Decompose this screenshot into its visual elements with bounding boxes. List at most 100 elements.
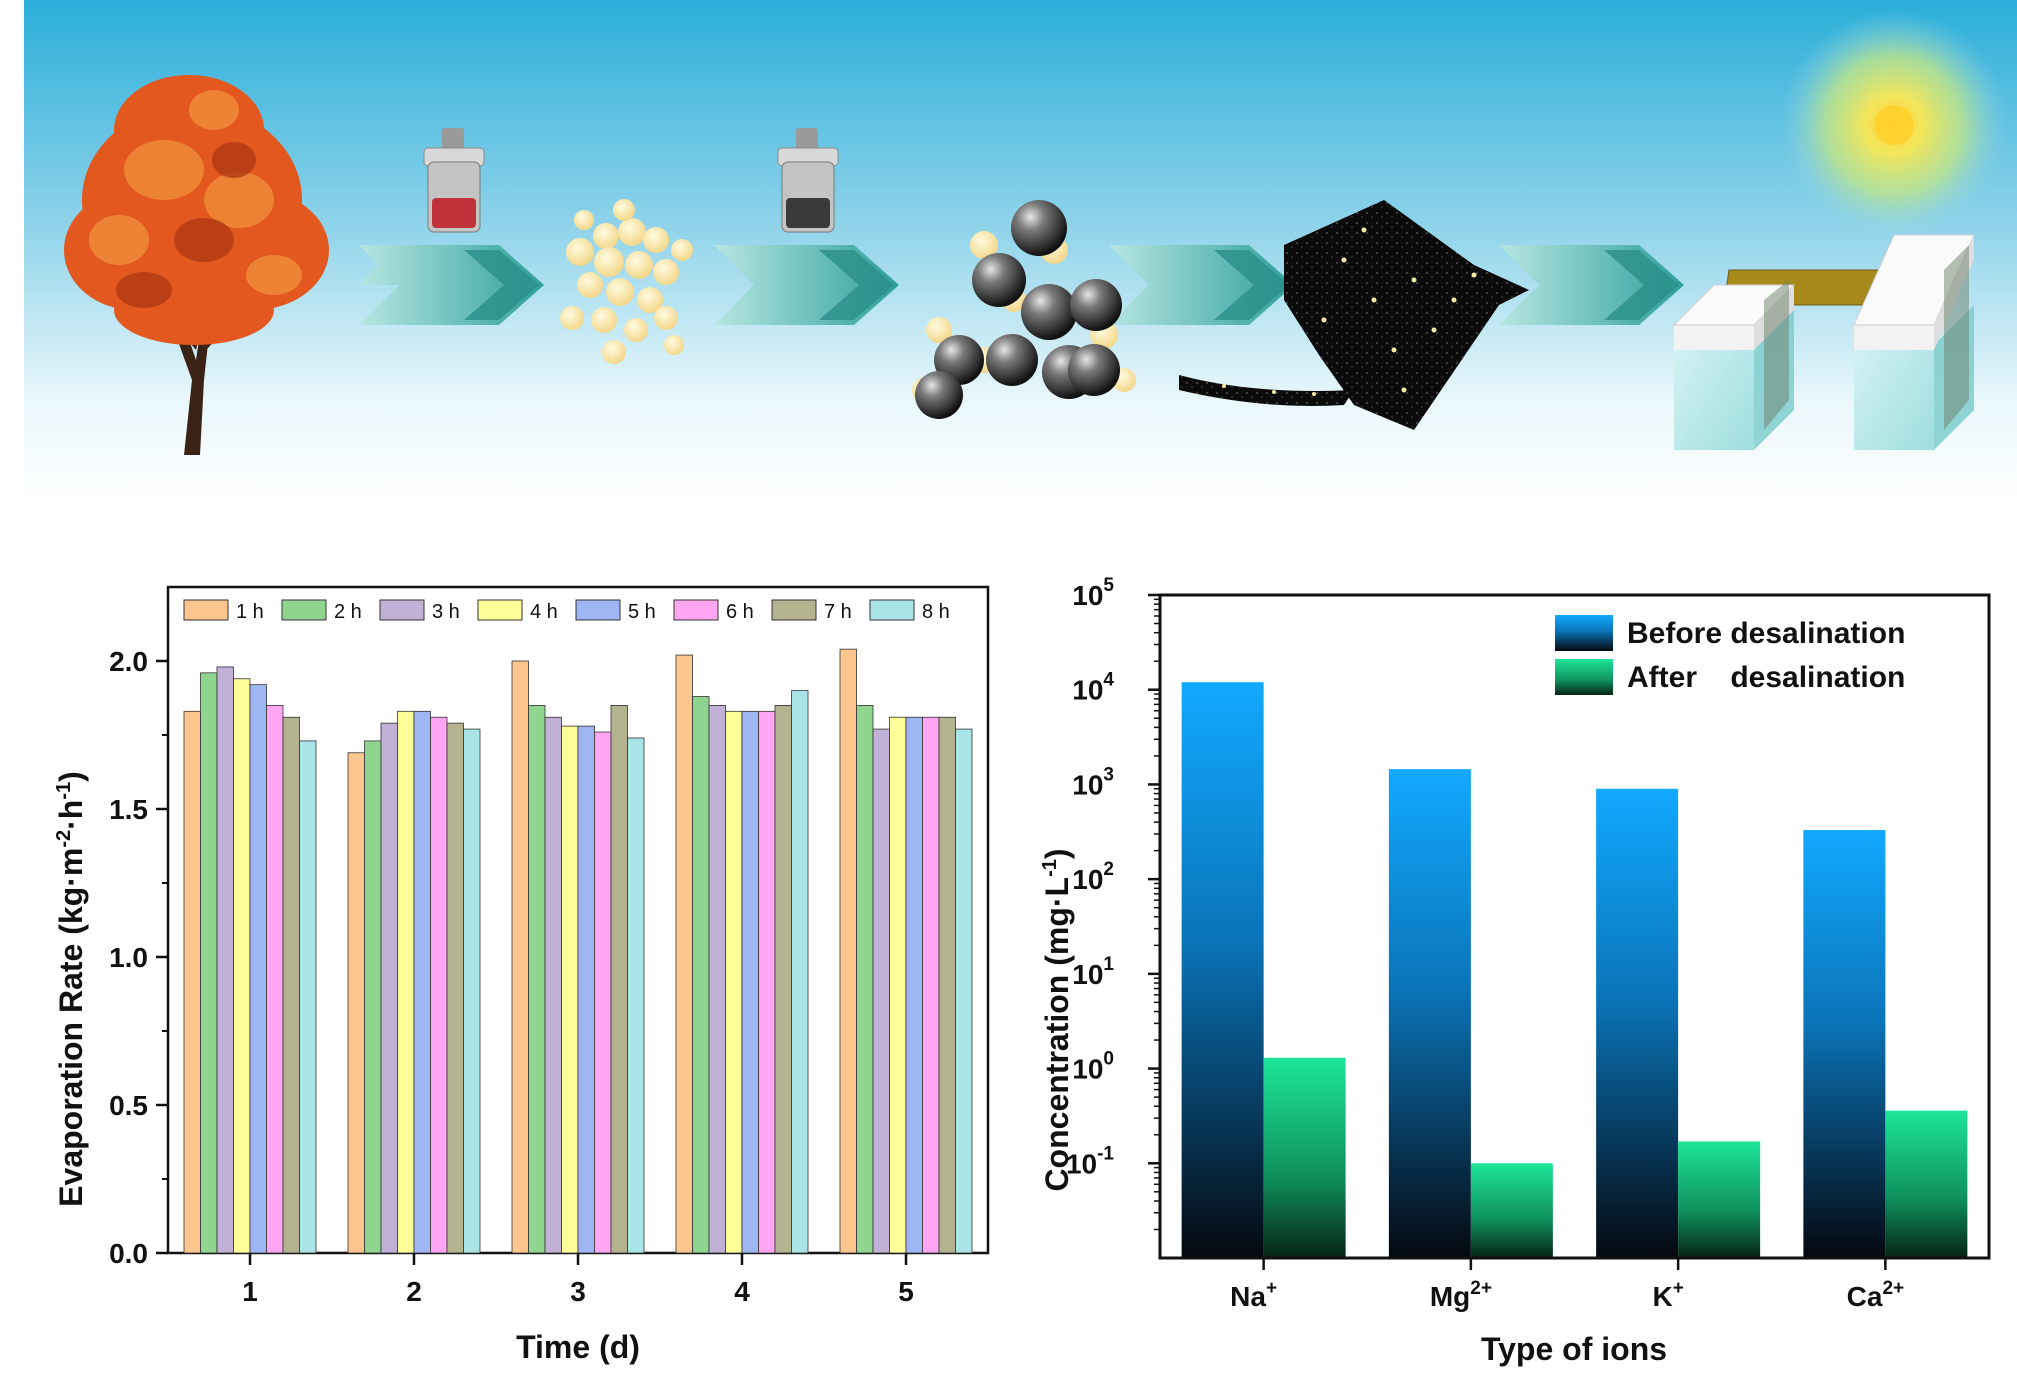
bar (725, 710, 743, 1254)
bar (675, 654, 693, 1254)
legend-swatch (1555, 615, 1613, 651)
bar (216, 666, 234, 1254)
bar (610, 704, 628, 1254)
bar (266, 704, 284, 1254)
y-tick-label: 0.5 (109, 1090, 148, 1121)
bar (233, 678, 251, 1254)
y-tick-label: 0.0 (109, 1238, 148, 1269)
legend-label: After desalination (1627, 661, 1905, 694)
bar (774, 704, 792, 1254)
y-tick-label: 105 (1072, 575, 1114, 611)
x-tick-label: Ca2+ (1847, 1278, 1904, 1312)
x-tick-label: Mg2+ (1430, 1278, 1492, 1312)
bar (511, 660, 529, 1254)
legend-label: 7 h (824, 601, 852, 623)
bar (430, 716, 448, 1254)
bar (299, 740, 317, 1254)
ion-concentration-chart: Before desalination After desalination 10… (1039, 575, 1991, 1367)
bar (347, 752, 365, 1254)
legend: 1 h 2 h 3 h 4 h 5 h 6 h 7 h 8 h (183, 599, 950, 623)
y-tick-label: 100 (1072, 1049, 1114, 1085)
y-tick-label: 102 (1072, 859, 1114, 895)
legend-swatch (869, 599, 915, 621)
x-axis-label: Time (d) (516, 1329, 640, 1365)
bar (1263, 1057, 1346, 1258)
bar (249, 684, 267, 1254)
legend-label: Before desalination (1627, 617, 1905, 650)
bar (1803, 830, 1886, 1258)
legend-label: 1 h (236, 601, 264, 623)
y-axis-ticks: 0.0 0.5 1.0 1.5 2.0 (109, 646, 168, 1269)
bar (791, 690, 809, 1254)
bar (889, 716, 907, 1254)
arrow-icon (714, 245, 899, 325)
bar (872, 728, 890, 1254)
y-tick-label: 103 (1072, 764, 1114, 800)
x-axis-ticks: 1 2 3 4 5 (242, 1253, 914, 1307)
bar (741, 710, 759, 1254)
bar (758, 710, 776, 1254)
bar (905, 716, 923, 1254)
legend-label: 2 h (334, 601, 362, 623)
legend-label: 4 h (530, 601, 558, 623)
weight-grey-icon (777, 128, 839, 233)
y-axis-label: Concentration (mg·L-1) (1039, 848, 1075, 1191)
bar (446, 722, 464, 1254)
legend-swatch (379, 599, 425, 621)
y-axis-label: Evaporation Rate (kg·m-2·h-1) (53, 771, 89, 1207)
y-tick-label: 101 (1072, 954, 1114, 990)
legend-label: 6 h (726, 601, 754, 623)
bar (544, 716, 562, 1254)
bar (1181, 682, 1264, 1258)
x-tick-label: 4 (734, 1276, 750, 1307)
bar (856, 704, 874, 1254)
process-schematic (24, 0, 2017, 500)
legend-swatch (673, 599, 719, 621)
legend-swatch (281, 599, 327, 621)
tree-icon (64, 75, 329, 455)
y-axis-ticks: 105 104 103 102 101 100 10-1 (1066, 575, 1160, 1231)
bar (839, 648, 857, 1254)
carbon-sheet-icon (1179, 200, 1529, 430)
bar (413, 710, 431, 1254)
bar (1885, 1110, 1968, 1258)
bar (463, 728, 481, 1254)
arrow-icon (359, 245, 544, 325)
legend: Before desalination After desalination (1555, 615, 1905, 695)
legend-swatch (183, 599, 229, 621)
bar (955, 728, 973, 1254)
x-tick-label: K+ (1652, 1278, 1683, 1312)
beads-icon (560, 199, 693, 364)
bar (528, 704, 546, 1254)
x-axis-ticks: Na+ Mg2+ K+ Ca2+ (1230, 1258, 1904, 1312)
legend-swatch (575, 599, 621, 621)
bar (594, 731, 612, 1254)
bar (1678, 1141, 1761, 1258)
evaporator-device-icon (1672, 234, 1975, 450)
bar (577, 725, 595, 1254)
bar (380, 722, 398, 1254)
legend-swatch (1555, 659, 1613, 695)
arrow-icon (1109, 245, 1294, 325)
legend-swatch (771, 599, 817, 621)
arrow-icon (1499, 245, 1684, 325)
x-tick-label: Na+ (1230, 1278, 1277, 1312)
bar (1470, 1163, 1553, 1258)
y-tick-label: 1.5 (109, 794, 148, 825)
bar (397, 710, 415, 1254)
bar (364, 740, 382, 1254)
y-tick-label: 1.0 (109, 942, 148, 973)
bar (692, 696, 710, 1254)
bar (922, 716, 940, 1254)
x-tick-label: 3 (570, 1276, 586, 1307)
bar (938, 716, 956, 1254)
bar (561, 725, 579, 1254)
plot-area (166, 585, 990, 1255)
y-tick-label: 104 (1072, 670, 1114, 706)
plot-frame (1158, 593, 1991, 1260)
evaporation-rate-chart: 1 h 2 h 3 h 4 h 5 h 6 h 7 h 8 h 0.0 0.5 1.0 1.5 2.0… (53, 585, 990, 1365)
plot-area (1158, 593, 1991, 1260)
legend-label: 5 h (628, 601, 656, 623)
bar (708, 704, 726, 1254)
